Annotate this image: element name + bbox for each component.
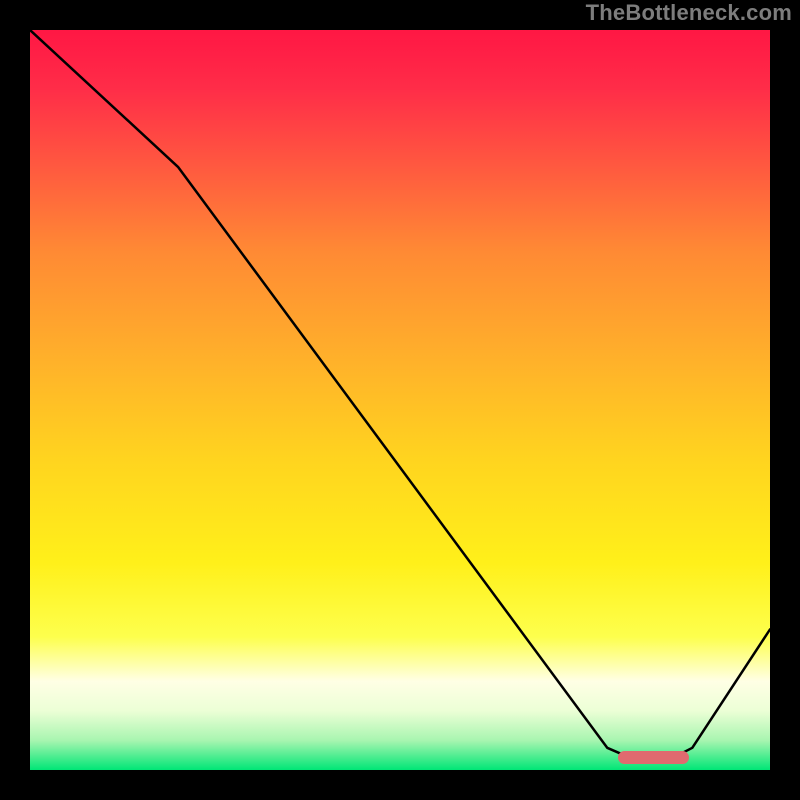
plot-line-layer <box>30 30 770 770</box>
attribution-text: TheBottleneck.com <box>586 0 792 26</box>
plot-area <box>30 30 770 770</box>
bottleneck-curve <box>30 30 770 757</box>
optimal-range-marker <box>618 751 688 764</box>
chart-frame: TheBottleneck.com <box>0 0 800 800</box>
